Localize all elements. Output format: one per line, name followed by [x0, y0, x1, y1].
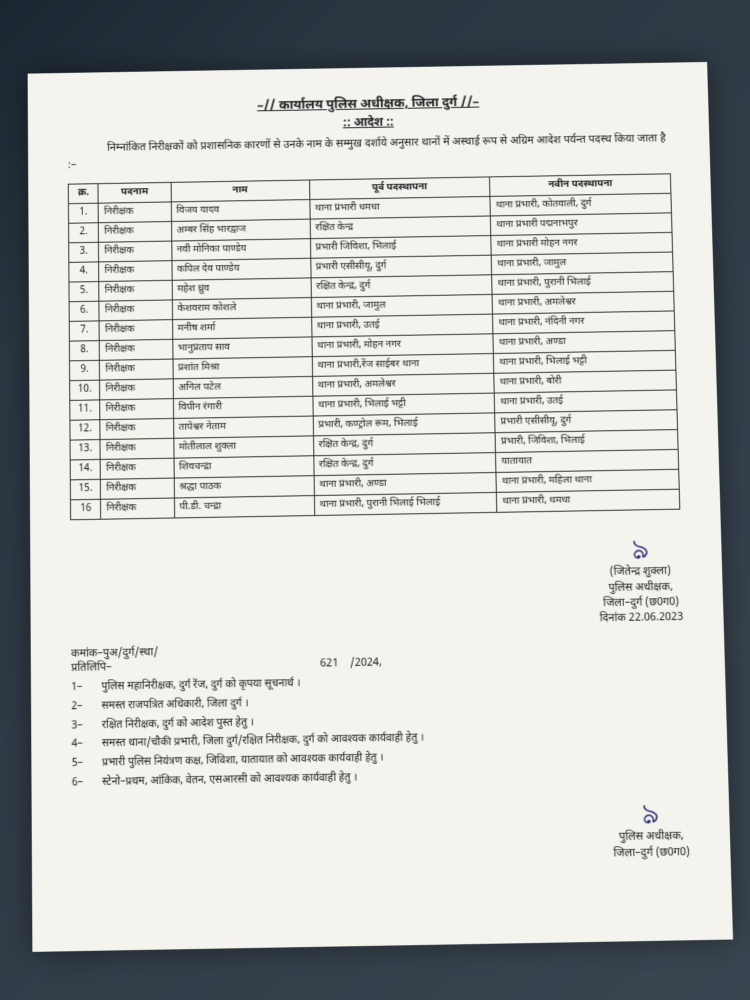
dist-num: 2–	[71, 698, 101, 718]
table-cell: निरीक्षक	[100, 359, 173, 380]
table-cell: निरीक्षक	[99, 241, 172, 262]
table-cell: 15.	[70, 479, 101, 499]
signer-title: पुलिस अधीक्षक,	[599, 580, 683, 597]
table-cell: केशवराम कोशले	[172, 298, 311, 320]
dist-num: 3–	[71, 717, 101, 737]
table-cell: श्रद्धा पाठक	[174, 476, 314, 498]
table-cell: मोतीलाल शुक्ला	[173, 436, 313, 458]
table-cell: 16	[70, 499, 101, 519]
dist-num: 4–	[72, 737, 102, 757]
distribution-list: 1–पुलिस महानिरीक्षक, दुर्ग रेंज, दुर्ग क…	[71, 669, 688, 795]
table-cell: निरीक्षक	[99, 300, 172, 321]
col-name: नाम	[171, 180, 310, 202]
table-cell: 12.	[70, 420, 101, 440]
table-cell: निरीक्षक	[101, 478, 174, 499]
table-cell: 2.	[69, 223, 99, 243]
table-cell: निरीक्षक	[100, 339, 173, 360]
table-cell: प्रशांत मिश्रा	[173, 357, 313, 379]
table-cell: निरीक्षक	[100, 379, 173, 400]
table-cell: 8.	[69, 341, 99, 361]
dist-num: 5–	[72, 756, 102, 776]
table-cell: निरीक्षक	[100, 438, 173, 459]
table-cell: 11.	[70, 400, 100, 420]
copy-label: प्रतिलिपि–	[71, 661, 112, 676]
ref-number: 621	[320, 657, 339, 671]
col-rank: पदनाम	[98, 182, 170, 203]
table-cell: पी.डी. चन्द्रा	[174, 496, 314, 518]
dist-text: पुलिस महानिरीक्षक, दुर्ग रेंज, दुर्ग को …	[101, 676, 300, 699]
table-cell: नवी मोनिका पाण्डेय	[171, 239, 310, 261]
table-cell: निरीक्षक	[100, 399, 173, 420]
table-cell: मनीष शर्मा	[172, 317, 311, 339]
dist-num: 6–	[72, 775, 102, 795]
table-cell: निरीक्षक	[99, 261, 172, 282]
table-cell: 1.	[68, 203, 98, 223]
table-cell: 5.	[69, 282, 99, 302]
table-cell: निरीक्षक	[99, 280, 172, 301]
table-cell: विपीन रंगारी	[173, 396, 313, 418]
dist-text: समस्त राजपत्रित अधिकारी, जिला दुर्ग ।	[102, 696, 249, 718]
table-cell: 14.	[70, 459, 101, 479]
table-cell: थाना प्रभारी, धमधा	[497, 489, 680, 512]
signer2-district: जिला–दुर्ग (छ0ग0)	[613, 846, 690, 863]
intro-text: निम्नांकित निरीक्षकों को प्रशासनिक कारणो…	[68, 131, 671, 173]
table-cell: भानुप्रताप साव	[172, 337, 312, 359]
table-cell: विजय यादव	[171, 200, 310, 222]
table-cell: अम्बर सिंह भारद्वाज	[171, 219, 310, 241]
ref-year: /2024,	[350, 656, 382, 671]
order-date: दिनांक 22.06.2023	[600, 611, 684, 628]
table-cell: कपिल देव पाण्डेय	[171, 258, 310, 280]
table-cell: निरीक्षक	[99, 221, 172, 242]
table-cell: 7.	[69, 321, 99, 341]
table-cell: 9.	[70, 360, 100, 380]
table-cell: 13.	[70, 440, 101, 460]
col-sno: क्र.	[68, 184, 98, 204]
table-cell: निरीक्षक	[101, 458, 174, 479]
table-cell: तापेश्वर नेताम	[173, 416, 313, 438]
table-cell: निरीक्षक	[101, 498, 174, 519]
transfer-table: क्र. पदनाम नाम पूर्व पदस्थापना नवीन पदस्…	[68, 173, 681, 520]
ref-label: कमांक–पुअ/दुर्ग/स्था/	[71, 646, 158, 662]
table-cell: महेश ध्रुव	[172, 278, 311, 300]
table-cell: शिवचन्द्रा	[174, 456, 314, 478]
table-cell: अनिल पटेल	[173, 376, 313, 398]
table-cell: थाना प्रभारी, पुरानी भिलाई भिलाई	[314, 492, 497, 515]
signature-block-1: ঌ (जितेन्द्र शुक्ला) पुलिस अधीक्षक, जिला…	[70, 530, 683, 638]
table-cell: 6.	[69, 301, 99, 321]
document-paper: –// कार्यालय पुलिस अधीक्षक, जिला दुर्ग /…	[28, 62, 733, 952]
table-cell: 10.	[70, 380, 100, 400]
table-cell: निरीक्षक	[99, 320, 172, 341]
table-cell: 4.	[69, 262, 99, 282]
table-cell: निरीक्षक	[99, 202, 172, 223]
table-cell: निरीक्षक	[100, 418, 173, 439]
signature-block-2: ঌ पुलिस अधीक्षक, जिला–दुर्ग (छ0ग0)	[72, 784, 690, 872]
table-cell: 3.	[69, 242, 99, 262]
dist-num: 1–	[71, 679, 101, 699]
